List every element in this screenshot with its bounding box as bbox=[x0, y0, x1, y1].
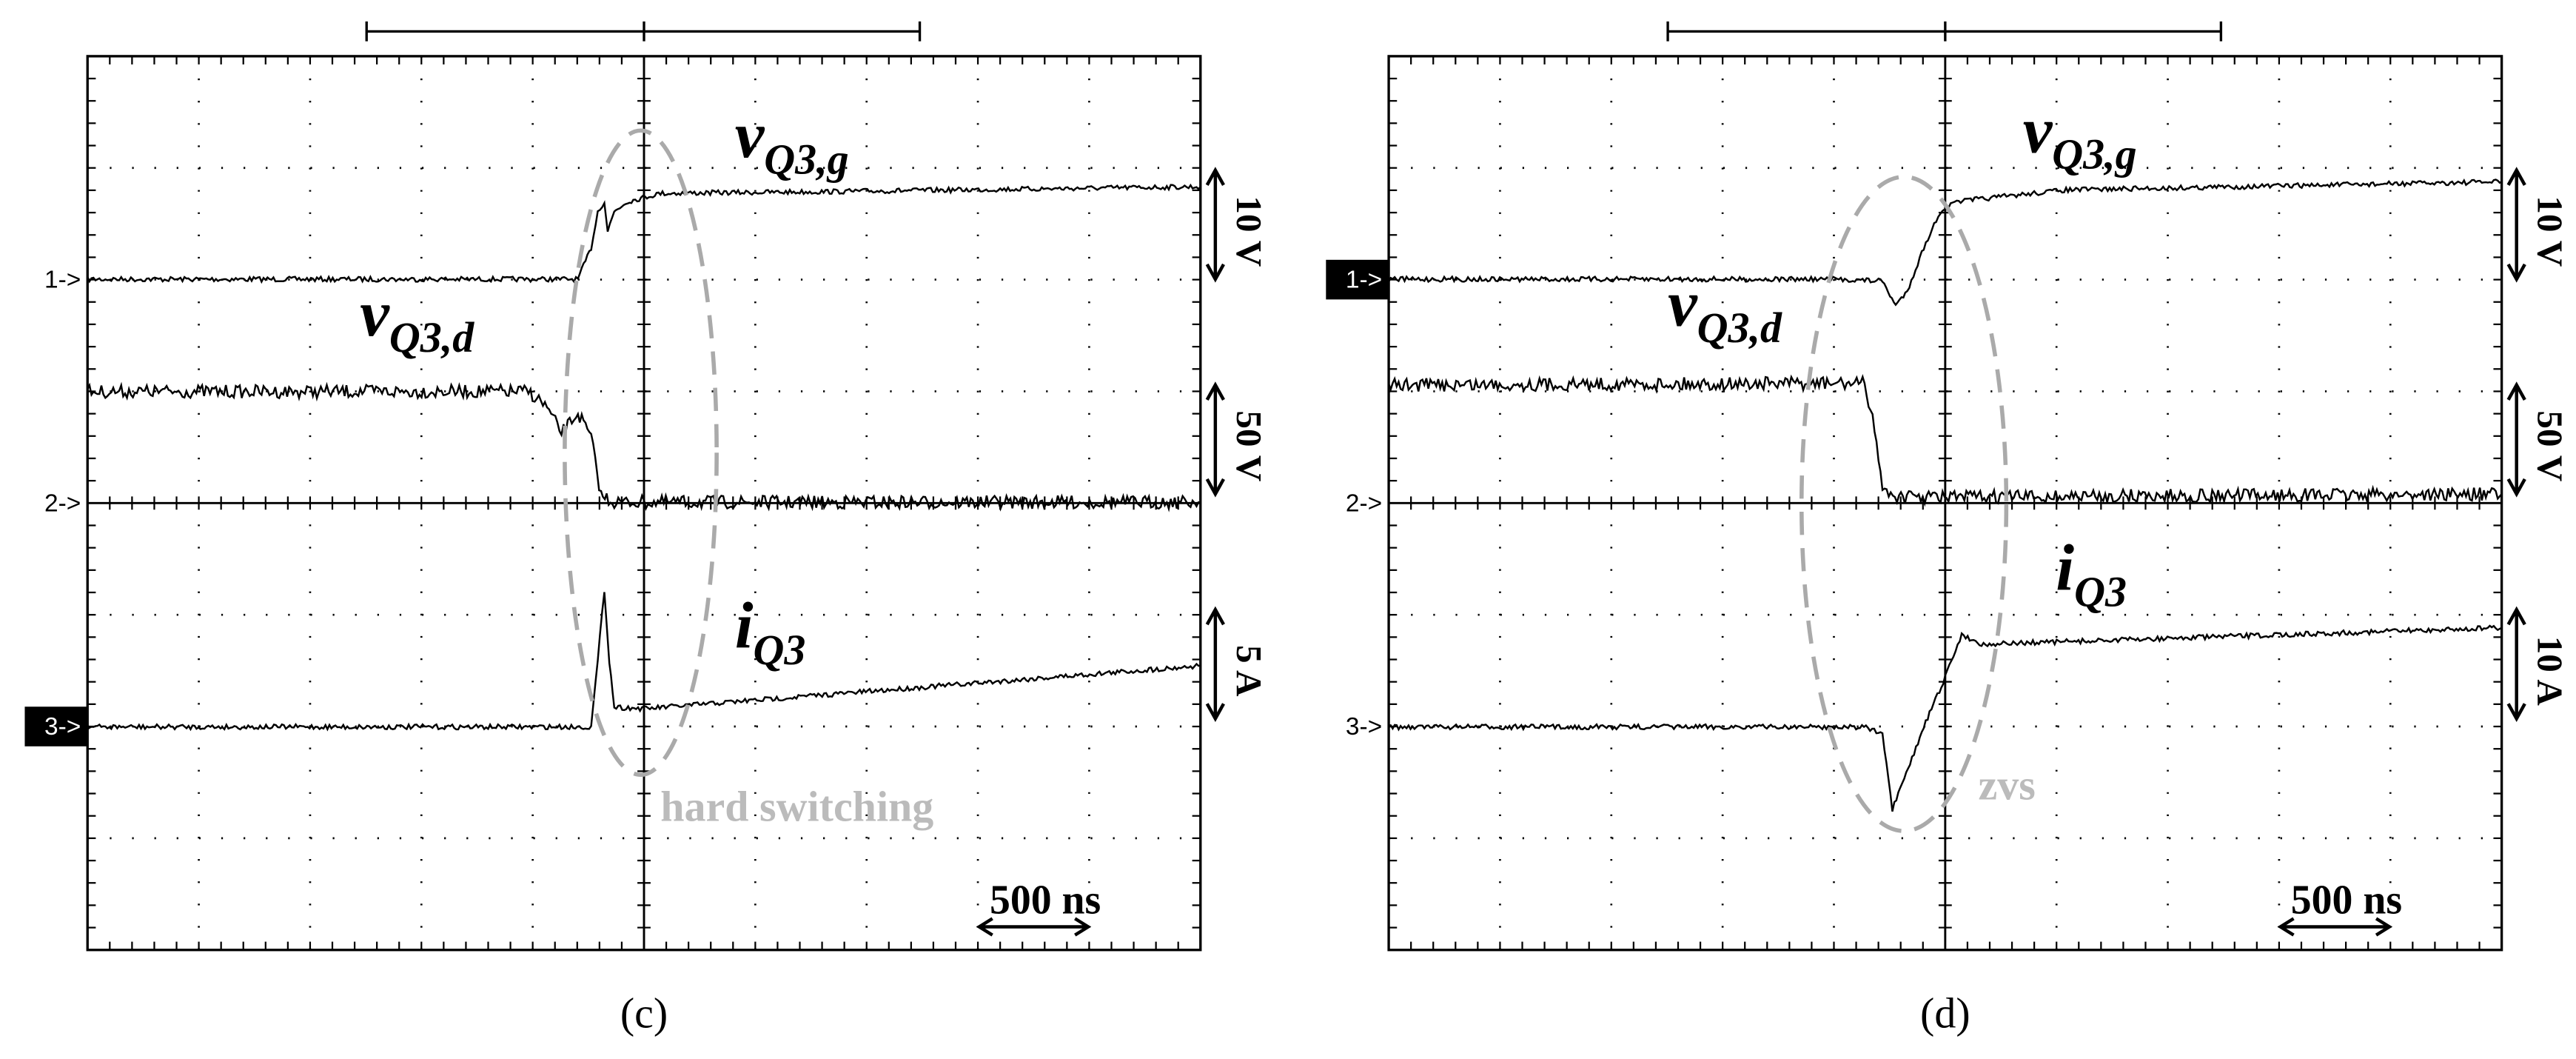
trace-subscript: Q3,g bbox=[2052, 130, 2136, 178]
time-arrow bbox=[2277, 917, 2393, 937]
channel-marker: 1-> bbox=[1346, 267, 1382, 294]
scale-label: 50 V bbox=[1229, 410, 1269, 481]
waveform bbox=[1389, 624, 2503, 812]
channel-marker: 3-> bbox=[44, 713, 81, 741]
trace-symbol: i bbox=[2056, 531, 2074, 604]
scale-arrow bbox=[2506, 381, 2526, 498]
highlight-ellipse bbox=[1799, 174, 2009, 833]
channel-marker: 2-> bbox=[1346, 490, 1382, 517]
time-bracket bbox=[1666, 21, 2223, 41]
scale-arrow bbox=[1205, 381, 1225, 498]
trace-symbol: v bbox=[2023, 93, 2053, 167]
channel-marker: 3-> bbox=[1346, 713, 1382, 741]
scale-label: 10 A bbox=[2530, 636, 2571, 706]
trace-label: vQ3,g bbox=[2023, 93, 2137, 178]
scale-label: 10 V bbox=[1229, 196, 1269, 267]
waveform bbox=[87, 381, 1201, 512]
waveform bbox=[87, 183, 1201, 284]
trace-subscript: Q3 bbox=[2074, 568, 2127, 616]
scale-arrow bbox=[2506, 167, 2526, 283]
highlight-ellipse bbox=[563, 128, 719, 778]
scale-label: 50 V bbox=[2530, 410, 2571, 481]
trace-subscript: Q3,d bbox=[1697, 304, 1782, 352]
trace-label: iQ3 bbox=[2056, 531, 2127, 615]
marker-highlight bbox=[24, 706, 88, 746]
caption: (d) bbox=[1920, 989, 1970, 1038]
trace-symbol: v bbox=[1668, 267, 1698, 340]
trace-label: vQ3,d bbox=[360, 277, 474, 361]
time-scale: 500 ns bbox=[990, 878, 1101, 923]
annotation: zvs bbox=[1978, 761, 2035, 809]
scale-arrow bbox=[2506, 606, 2526, 723]
scale-label: 5 A bbox=[1229, 645, 1269, 697]
marker-highlight bbox=[1326, 259, 1389, 300]
trace-label: vQ3,g bbox=[735, 98, 849, 183]
scale-label: 10 V bbox=[2530, 196, 2571, 267]
waveform bbox=[1387, 374, 2503, 507]
trace-subscript: Q3 bbox=[753, 626, 805, 674]
time-scale: 500 ns bbox=[2291, 878, 2402, 923]
trace-symbol: i bbox=[735, 589, 754, 662]
trace-symbol: v bbox=[360, 277, 390, 350]
waveform bbox=[1387, 178, 2503, 307]
trace-symbol: v bbox=[735, 98, 765, 172]
channel-marker: 2-> bbox=[44, 490, 81, 517]
annotation: hard switching bbox=[660, 783, 933, 831]
trace-subscript: Q3,d bbox=[389, 313, 474, 361]
trace-label: iQ3 bbox=[735, 589, 806, 673]
caption: (c) bbox=[620, 989, 668, 1038]
time-bracket bbox=[365, 21, 922, 41]
time-arrow bbox=[976, 917, 1092, 937]
channel-marker: 1-> bbox=[44, 267, 81, 294]
scale-arrow bbox=[1205, 606, 1225, 723]
trace-label: vQ3,d bbox=[1668, 267, 1782, 351]
scale-arrow bbox=[1205, 167, 1225, 283]
trace-subscript: Q3,g bbox=[764, 135, 848, 183]
waveform bbox=[87, 592, 1201, 732]
